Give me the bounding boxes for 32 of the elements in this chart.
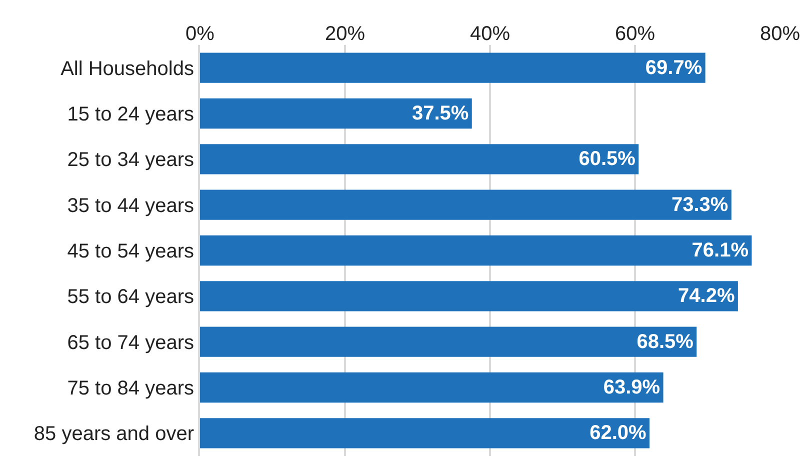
y-tick-label: 45 to 54 years (67, 240, 194, 262)
data-label: 74.2% (678, 285, 735, 308)
bar (200, 418, 650, 448)
bar (200, 235, 752, 266)
data-label: 37.5% (412, 102, 469, 124)
y-tick-label: 85 years and over (34, 423, 194, 446)
bar (200, 144, 639, 174)
y-tick-label: All Households (60, 58, 194, 80)
data-label: 73.3% (671, 194, 728, 216)
x-tick-label: 40% (470, 23, 510, 45)
y-tick-label: 65 to 74 years (67, 332, 194, 354)
bar (200, 190, 732, 220)
x-tick-label: 80% (760, 23, 800, 45)
data-label: 76.1% (692, 240, 749, 262)
data-label: 69.7% (645, 56, 702, 79)
x-tick-label: 60% (614, 23, 656, 45)
bar (200, 52, 706, 83)
x-tick-label: 0% (186, 23, 215, 45)
data-label: 62.0% (590, 422, 646, 444)
bar (200, 326, 697, 357)
y-tick-label: 75 to 84 years (67, 378, 194, 400)
bar (200, 281, 738, 312)
bar (200, 372, 664, 403)
data-label: 63.9% (603, 376, 660, 398)
bar (200, 98, 472, 129)
y-tick-label: 25 to 34 years (67, 149, 194, 172)
y-tick-label: 55 to 64 years (67, 286, 194, 308)
data-label: 68.5% (636, 330, 694, 353)
y-tick-label: 35 to 44 years (67, 194, 194, 217)
data-label: 60.5% (578, 148, 636, 170)
y-tick-label: 15 to 24 years (67, 104, 194, 126)
x-tick-label: 20% (324, 23, 366, 45)
